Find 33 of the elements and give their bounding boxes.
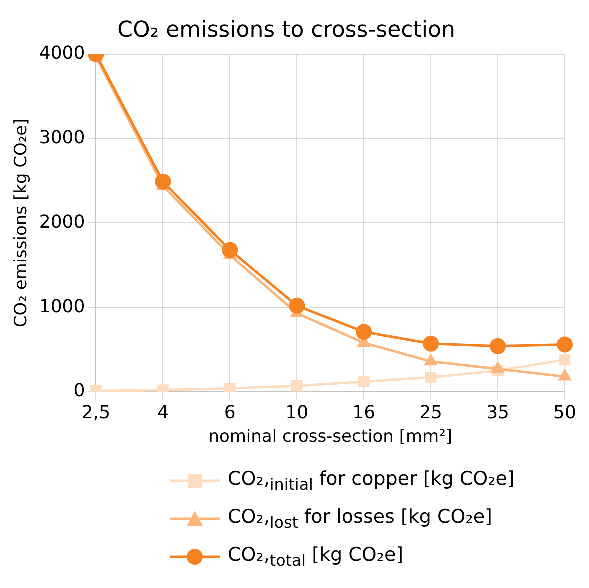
y-tick-label: 3000 — [39, 127, 86, 148]
y-axis-title: CO₂ emissions [kg CO₂e] — [12, 118, 32, 328]
x-tick-label: 16 — [352, 402, 376, 424]
y-tick-label: 1000 — [39, 296, 86, 318]
legend-label: CO₂,$_{initial}$ for copper [kg CO₂e] — [228, 468, 515, 494]
legend-label: CO₂,$_{lost}$ for losses [kg CO₂e] — [228, 506, 492, 532]
x-tick-label: 4 — [157, 402, 169, 424]
y-tick-label: 2000 — [39, 212, 86, 233]
legend-label: CO₂,$_{total}$ [kg CO₂e] — [228, 544, 404, 570]
point — [155, 174, 172, 190]
point — [222, 242, 238, 258]
chart-title: CO₂ emissions to cross-section — [118, 18, 456, 43]
x-tick-label: 25 — [420, 402, 443, 424]
point — [557, 336, 573, 353]
point — [425, 372, 437, 384]
y-tick-label: 4000 — [39, 43, 86, 64]
point — [424, 354, 438, 366]
y-tick-label: 0 — [74, 380, 86, 402]
point — [559, 354, 571, 366]
x-tick-label: 2,5 — [82, 402, 111, 424]
point — [291, 380, 303, 392]
point — [356, 324, 372, 340]
x-tick-label: 6 — [224, 402, 236, 424]
x-axis-title: nominal cross-section [mm²] — [208, 427, 453, 448]
x-tick-label: 35 — [486, 402, 510, 424]
x-tick-label: 10 — [286, 402, 309, 424]
point — [490, 338, 506, 354]
point — [358, 376, 370, 388]
point — [423, 336, 440, 352]
point — [558, 368, 572, 381]
point — [289, 298, 306, 314]
x-tick-label: 50 — [554, 402, 576, 424]
point — [491, 361, 505, 374]
